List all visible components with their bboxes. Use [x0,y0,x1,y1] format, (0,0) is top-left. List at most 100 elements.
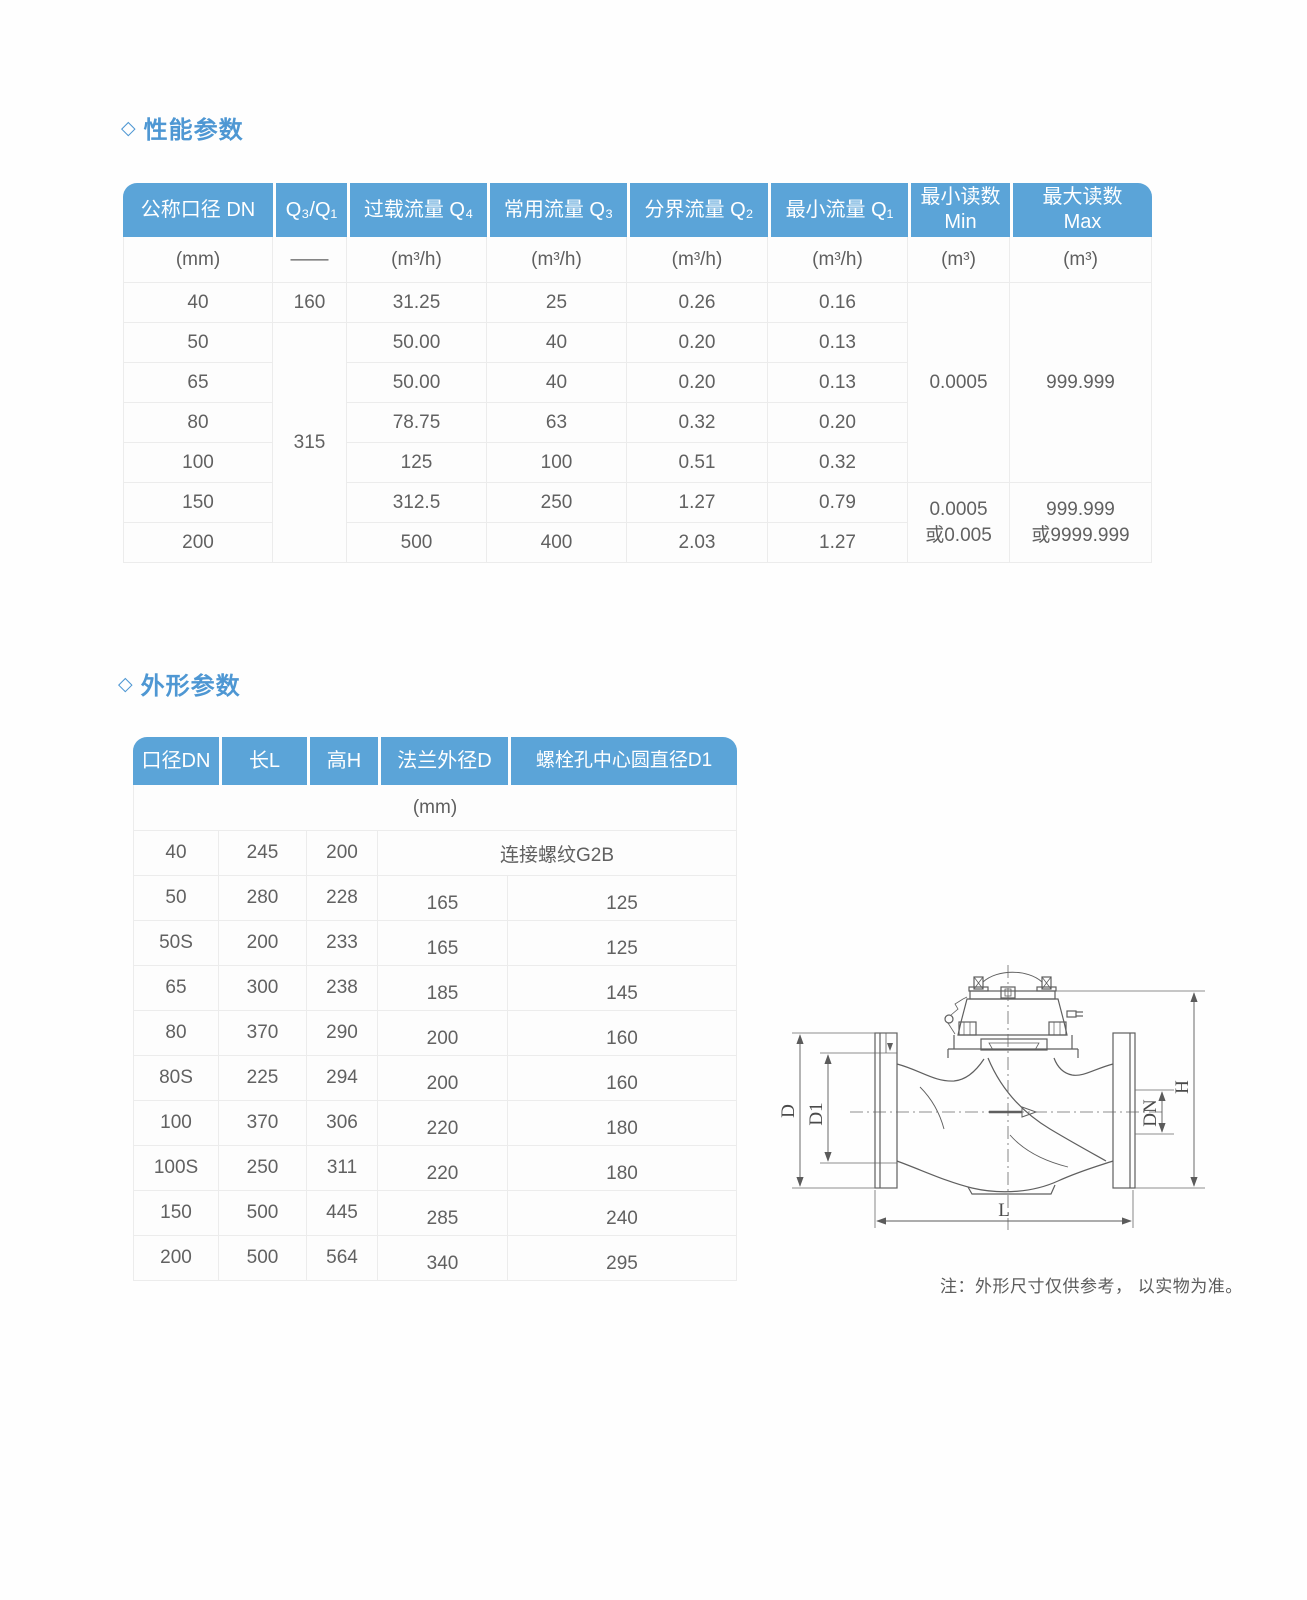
dimension-table: 口径DN 长L 高H 法兰外径D 螺栓孔中心圆直径D1 (mm) 40 245 … [133,737,737,1281]
header-line: 最大读数 [1042,186,1123,208]
table-cell-min-merged: 0.0005 或0.005 [908,483,1010,563]
table-cell: 80S [133,1056,219,1101]
table-cell: 185 [378,966,508,1011]
column-header-flange-d: 法兰外径D [378,737,508,785]
table-cell: 0.20 [768,403,908,443]
unit-cell: (m³/h) [768,237,908,283]
table-cell: 180 [508,1101,737,1146]
unit-cell: (m³) [908,237,1010,283]
flow-direction-arrow [989,1106,1038,1118]
table-cell: 65 [123,363,273,403]
table-row: 80 370 290 200 160 [133,1011,737,1056]
unit-row: (mm) —— (m³/h) (m³/h) (m³/h) (m³/h) (m³)… [123,237,1152,283]
water-meter-drawing-svg: D D1 DN H L [778,965,1205,1230]
table-cell: 25 [487,283,627,323]
table-row: 100 125 100 0.51 0.32 [123,443,1152,483]
table-row: 150 500 445 285 240 [133,1191,737,1236]
table-cell-q3q1-merged: 315 [273,323,347,563]
drawing-note: 注：外形尺寸仅供参考， 以实物为准。 [940,1277,1243,1296]
table-cell: 0.16 [768,283,908,323]
unit-cell: (mm) [133,785,737,831]
column-header-q2: 分界流量 Q₂ [627,183,768,237]
table-cell: 125 [508,921,737,966]
table-cell: 311 [307,1146,378,1191]
table-row: 200 500 564 340 295 [133,1236,737,1281]
header-line: 最小读数 [920,186,1001,208]
table-cell: 220 [378,1101,508,1146]
table-cell: 165 [378,921,508,966]
table-cell: 145 [508,966,737,1011]
column-header-length: 长L [219,737,307,785]
table-cell: 238 [307,966,378,1011]
table-cell: 228 [307,876,378,921]
table-cell: 0.13 [768,363,908,403]
table-cell-max-merged: 999.999 [1010,283,1152,483]
dim-label-dn: DN [1140,1099,1161,1127]
table-cell: 294 [307,1056,378,1101]
column-header-height: 高H [307,737,378,785]
dimension-section-title: ◇ 外形参数 [118,666,241,701]
header-line: Min [944,211,977,233]
cell-line: 或9999.999 [1031,524,1130,546]
table-cell: 50 [133,876,219,921]
table-cell: 280 [219,876,307,921]
table-cell: 500 [219,1236,307,1281]
table-cell: 50.00 [347,363,487,403]
header-line: Max [1063,211,1102,233]
header-row: 口径DN 长L 高H 法兰外径D 螺栓孔中心圆直径D1 [133,737,737,785]
table-cell: 250 [487,483,627,523]
table-row: 40 245 200 连接螺纹G2B [133,831,737,876]
table-cell: 150 [123,483,273,523]
table-cell: 225 [219,1056,307,1101]
table-cell: 2.03 [627,523,768,563]
dim-label-d: D [778,1104,799,1118]
unit-cell: (m³/h) [627,237,768,283]
table-cell: 445 [307,1191,378,1236]
table-row: 50S 200 233 165 125 [133,921,737,966]
dim-label-h: H [1172,1080,1193,1094]
table-cell: 165 [378,876,508,921]
dim-label-l: L [998,1200,1010,1221]
table-cell: 370 [219,1011,307,1056]
table-cell: 80 [123,403,273,443]
cell-line: 0.0005 [929,498,988,520]
table-cell: 150 [133,1191,219,1236]
table-cell: 100S [133,1146,219,1191]
table-row: 150 312.5 250 1.27 0.79 0.0005 或0.005 99… [123,483,1152,563]
table-cell: 400 [487,523,627,563]
table-cell: 250 [219,1146,307,1191]
column-header-bolt-circle-d1: 螺栓孔中心圆直径D1 [508,737,737,785]
table-cell: 500 [219,1191,307,1236]
table-cell: 50S [133,921,219,966]
table-cell: 285 [378,1191,508,1236]
table-row: 200 500 400 2.03 1.27 [123,523,1152,563]
section-title-text: 外形参数 [140,673,241,700]
table-row: 50 315 50.00 40 0.20 0.13 [123,323,1152,563]
table-cell: 300 [219,966,307,1011]
table-cell: 40 [487,363,627,403]
diamond-icon: ◇ [118,674,134,695]
table-cell: 40 [487,323,627,363]
column-header-dn: 公称口径 DN [123,183,273,237]
cell-line: 或0.005 [925,524,992,546]
table-cell: 160 [508,1011,737,1056]
table-row: 80 78.75 63 0.32 0.20 [123,403,1152,443]
unit-cell: (m³/h) [487,237,627,283]
table-cell: 78.75 [347,403,487,443]
header-row: 公称口径 DN Q₃/Q₁ 过载流量 Q₄ 常用流量 Q₃ 分界流量 Q₂ 最小… [123,183,1152,237]
water-meter-dimension-drawing: D D1 DN H L [762,925,1212,1265]
table-cell: 100 [123,443,273,483]
unit-cell: (mm) [123,237,273,283]
table-cell: 0.26 [627,283,768,323]
table-cell-max-merged: 999.999 或9999.999 [1010,483,1152,563]
column-header-q3q1: Q₃/Q₁ [273,183,347,237]
nameplate [980,1038,1048,1051]
table-cell: 100 [487,443,627,483]
right-flange [1112,1032,1136,1189]
table-cell: 31.25 [347,283,487,323]
table-row: 100S 250 311 220 180 [133,1146,737,1191]
table-cell: 220 [378,1146,508,1191]
table-row: 80S 225 294 200 160 [133,1056,737,1101]
register-body [957,998,1068,1036]
